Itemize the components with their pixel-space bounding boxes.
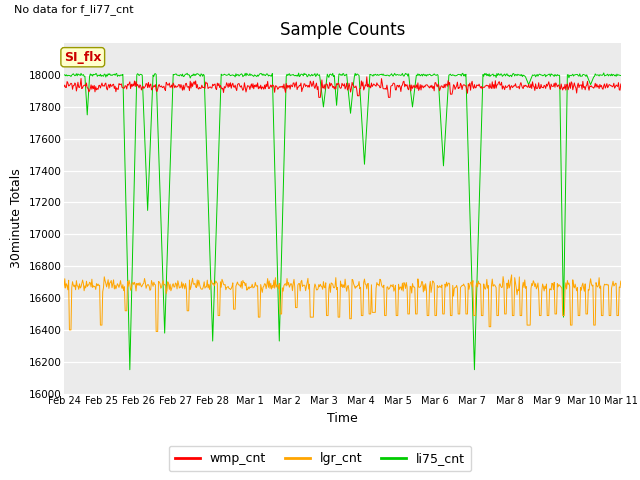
Text: No data for f_li77_cnt: No data for f_li77_cnt [14,4,134,15]
X-axis label: Time: Time [327,412,358,425]
Legend: wmp_cnt, lgr_cnt, li75_cnt: wmp_cnt, lgr_cnt, li75_cnt [168,446,472,471]
Text: SI_flx: SI_flx [64,51,102,64]
Y-axis label: 30minute Totals: 30minute Totals [10,168,23,268]
Title: Sample Counts: Sample Counts [280,21,405,39]
